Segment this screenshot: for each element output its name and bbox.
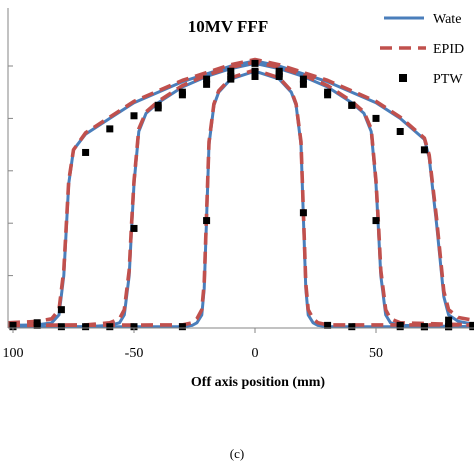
ptw-data-point (420, 146, 428, 154)
ptw-data-point (324, 321, 332, 329)
ptw-data-point (348, 101, 356, 109)
legend: Wate EPID PTW (380, 12, 464, 87)
ptw-data-point (396, 128, 404, 135)
epid-series-line (7, 57, 474, 325)
ptw-data-point (178, 88, 186, 96)
ptw-data-point (469, 323, 474, 331)
legend-label: Wate (433, 12, 461, 27)
ptw-data-point (106, 323, 114, 331)
ptw-data-point (82, 323, 90, 331)
ptw-data-point (299, 75, 307, 83)
water-series-line (8, 61, 473, 329)
chart-title-group: 10MV FFF (188, 17, 268, 36)
water-series-line (7, 59, 474, 327)
plot-curves (7, 57, 474, 329)
ptw-data-point (445, 323, 453, 331)
ptw-data-point (445, 316, 453, 324)
ptw-data-point (203, 80, 211, 88)
ptw-data-point (227, 67, 235, 75)
epid-series-line (7, 60, 473, 328)
ptw-data-point (299, 80, 307, 88)
ptw-data-point (420, 323, 428, 331)
chart-title: 10MV FFF (188, 17, 268, 36)
ptw-data-point (130, 112, 138, 120)
ptw-data-point (251, 72, 259, 80)
ptw-data-point (324, 88, 332, 96)
ptw-data-point (57, 323, 65, 331)
ptw-data-point (372, 114, 380, 122)
x-tick-label: -50 (125, 346, 144, 361)
x-tick-label: 100 (3, 346, 24, 361)
ptw-data-point (154, 104, 162, 112)
ptw-data-point (57, 306, 65, 314)
ptw-data-point (130, 323, 138, 331)
ptw-data-point (203, 217, 211, 225)
figure-caption: (c) (229, 446, 245, 461)
ptw-data-point (299, 209, 307, 217)
ptw-data-point (82, 148, 90, 156)
ptw-data-point (251, 67, 259, 75)
water-series-line (8, 69, 473, 329)
legend-swatch-ptw (399, 74, 407, 82)
ptw-data-point (9, 323, 17, 331)
plot-markers (9, 59, 474, 331)
ptw-data-point (178, 323, 186, 331)
x-tick-label: 50 (369, 346, 383, 361)
ptw-data-point (372, 217, 380, 225)
ptw-data-point (396, 323, 404, 331)
ptw-data-point (275, 67, 283, 75)
ptw-data-point (130, 224, 138, 232)
legend-label: EPID (433, 42, 464, 57)
ptw-data-point (348, 323, 356, 331)
ptw-data-point (251, 59, 259, 67)
x-tick-labels: 100 -50 0 50 (3, 346, 384, 361)
legend-label: PTW (433, 72, 463, 87)
epid-series-line (7, 68, 473, 328)
ptw-data-point (106, 125, 114, 133)
ptw-data-point (227, 75, 235, 83)
ptw-data-point (33, 319, 41, 327)
axes (7, 8, 474, 333)
ptw-data-point (203, 75, 211, 83)
ptw-data-point (275, 72, 283, 80)
x-tick-label: 0 (252, 346, 259, 361)
x-axis-label: Off axis position (mm) (191, 375, 326, 390)
